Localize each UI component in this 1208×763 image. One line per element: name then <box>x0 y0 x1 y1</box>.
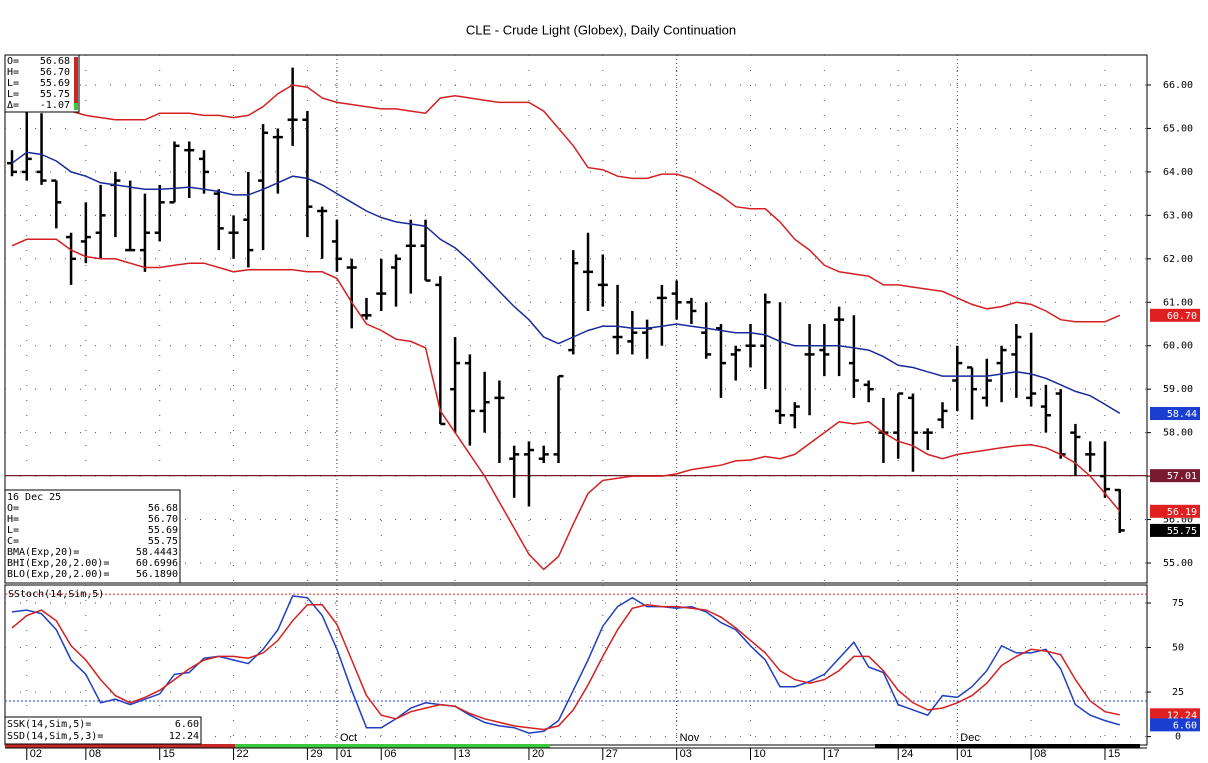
readout-value: 58.4443 <box>136 547 178 558</box>
series-line <box>11 595 1121 734</box>
y-tick-label: 64.00 <box>1163 167 1193 178</box>
x-tick-label: 22 <box>237 748 249 760</box>
readout-date: 16 Dec 25 <box>7 492 61 503</box>
quote-label: Δ= <box>7 100 19 111</box>
series-line <box>11 151 1121 414</box>
readout-label: SSD(14,Sim,5,3)= <box>7 731 103 742</box>
quote-value: 55.75 <box>40 89 70 100</box>
quote-label: L= <box>7 89 19 100</box>
value-badge-label: 56.19 <box>1167 507 1197 518</box>
value-badge-label: 55.75 <box>1167 526 1197 537</box>
quote-value: 56.70 <box>40 67 70 78</box>
x-tick-label: 08 <box>1034 748 1046 760</box>
y-tick-label: 50 <box>1172 643 1184 654</box>
readout-value: 6.60 <box>175 719 199 730</box>
quote-marker <box>74 103 78 110</box>
series-line <box>11 84 1121 323</box>
y-tick-label: 0 <box>1175 732 1181 743</box>
readout-value: 60.6996 <box>136 558 178 569</box>
value-badge <box>1150 469 1200 483</box>
quote-marker <box>74 57 78 103</box>
x-tick-label: 01 <box>340 748 352 760</box>
x-tick-label: 13 <box>458 748 470 760</box>
readout-value: 56.70 <box>148 514 178 525</box>
quote-value: 55.69 <box>40 78 70 89</box>
readout-box <box>4 716 202 745</box>
x-tick-label: 27 <box>606 748 618 760</box>
period-strip <box>5 744 235 748</box>
readout-value: 56.68 <box>148 503 178 514</box>
pane-title: SStoch(14,Sim,5) <box>8 589 104 600</box>
price-pane <box>4 54 1148 584</box>
y-tick-label: 63.00 <box>1163 210 1193 221</box>
y-tick-label: 56.00 <box>1163 515 1193 526</box>
month-label: Dec <box>960 732 980 744</box>
x-tick-label: 06 <box>384 748 396 760</box>
value-badge <box>1150 308 1200 322</box>
y-tick-label: 25 <box>1172 687 1184 698</box>
readout-value: 56.1890 <box>136 569 178 580</box>
x-tick-label: 03 <box>680 748 692 760</box>
month-label: Oct <box>340 732 357 744</box>
y-tick-label: 61.00 <box>1163 297 1193 308</box>
quote-label: O= <box>7 56 19 67</box>
stoch-pane <box>4 584 1148 746</box>
y-tick-label: 62.00 <box>1163 254 1193 265</box>
value-badge <box>1150 708 1200 722</box>
readout-label: BHI(Exp,20,2.00)= <box>7 558 109 569</box>
y-tick-label: 55.00 <box>1163 558 1193 569</box>
readout-label: BMA(Exp,20)= <box>7 547 79 558</box>
quote-box <box>4 54 80 113</box>
readout-label: C= <box>7 536 19 547</box>
x-tick-label: 10 <box>754 748 766 760</box>
period-strip <box>875 744 1140 748</box>
x-tick-label: 17 <box>827 748 839 760</box>
value-badge <box>1150 504 1200 518</box>
readout-label: L= <box>7 525 19 536</box>
readout-value: 55.75 <box>148 536 178 547</box>
x-tick-label: 20 <box>532 748 544 760</box>
readout-label: H= <box>7 514 19 525</box>
value-badge-label: 57.01 <box>1167 471 1197 482</box>
x-tick-label: 29 <box>310 748 322 760</box>
period-strip <box>235 744 550 748</box>
month-label: Nov <box>680 732 700 744</box>
y-tick-label: 59.00 <box>1163 384 1193 395</box>
series-line <box>11 238 1121 571</box>
readout-value: 55.69 <box>148 525 178 536</box>
quote-label: H= <box>7 67 19 78</box>
x-tick-label: 08 <box>89 748 101 760</box>
readout-label: SSK(14,Sim,5)= <box>7 719 91 730</box>
readout-box <box>4 489 181 584</box>
readout-label: BLO(Exp,20,2.00)= <box>7 569 109 580</box>
y-tick-label: 60.00 <box>1163 341 1193 352</box>
x-tick-label: 02 <box>30 748 42 760</box>
y-tick-label: 65.00 <box>1163 123 1193 134</box>
y-tick-label: 66.00 <box>1163 80 1193 91</box>
x-tick-label: 15 <box>1108 748 1120 760</box>
readout-label: O= <box>7 503 19 514</box>
value-badge <box>1150 718 1200 732</box>
quote-value: 56.68 <box>40 56 70 67</box>
y-tick-label: 58.00 <box>1163 428 1193 439</box>
value-badge-label: 58.44 <box>1167 409 1197 420</box>
x-tick-label: 15 <box>163 748 175 760</box>
x-tick-label: 24 <box>901 748 913 760</box>
value-badge-label: 60.70 <box>1167 311 1197 322</box>
value-badge <box>1150 523 1200 537</box>
y-tick-label: 75 <box>1172 598 1184 609</box>
chart-title: CLE - Crude Light (Globex), Daily Contin… <box>466 22 736 37</box>
value-badge <box>1150 407 1200 421</box>
readout-value: 12.24 <box>169 731 199 742</box>
x-tick-label: 01 <box>960 748 972 760</box>
value-badge-label: 6.60 <box>1173 720 1197 731</box>
quote-label: L= <box>7 78 19 89</box>
value-badge-label: 12.24 <box>1167 710 1197 721</box>
quote-value: -1.07 <box>40 100 70 111</box>
series-line <box>11 604 1120 731</box>
